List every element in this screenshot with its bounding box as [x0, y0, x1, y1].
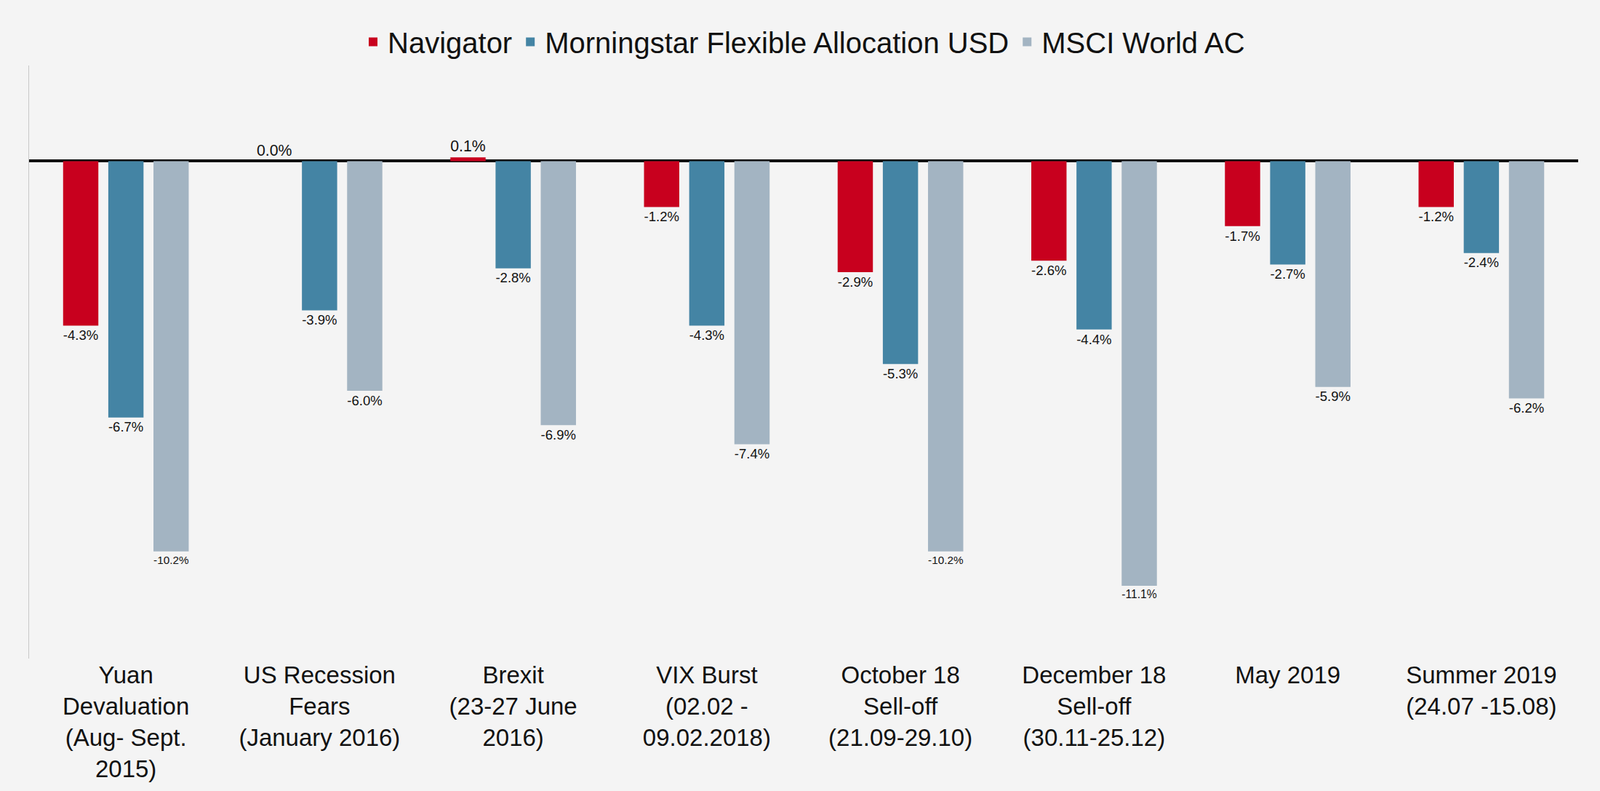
svg-text:Navigator: Navigator — [387, 26, 512, 59]
svg-text:December 18Sell-off(30.11-25.1: December 18Sell-off(30.11-25.12) — [1021, 661, 1166, 751]
svg-text:-5.9%: -5.9% — [1315, 388, 1351, 404]
svg-text:-1.2%: -1.2% — [644, 208, 680, 224]
svg-text:-6.9%: -6.9% — [541, 426, 576, 443]
svg-text:-6.0%: -6.0% — [346, 392, 382, 408]
svg-text:Morningstar Flexible Allocatio: Morningstar Flexible Allocation USD — [544, 26, 1009, 59]
svg-text:US RecessionFears(January 2016: US RecessionFears(January 2016) — [238, 661, 400, 751]
svg-text:-2.9%: -2.9% — [837, 274, 873, 290]
svg-text:-6.7%: -6.7% — [108, 418, 144, 435]
svg-text:May 2019: May 2019 — [1234, 661, 1341, 688]
svg-text:-4.3%: -4.3% — [63, 327, 99, 343]
svg-text:VIX Burst(02.02 -09.02.2018): VIX Burst(02.02 -09.02.2018) — [642, 661, 771, 751]
svg-text:-2.4%: -2.4% — [1464, 254, 1499, 270]
svg-text:-5.3%: -5.3% — [882, 365, 918, 382]
svg-text:-7.4%: -7.4% — [734, 445, 770, 462]
svg-text:-4.3%: -4.3% — [689, 327, 725, 343]
svg-text:October 18Sell-off(21.09-29.10: October 18Sell-off(21.09-29.10) — [828, 661, 973, 751]
svg-text:-4.4%: -4.4% — [1076, 331, 1112, 347]
svg-text:-10.2%: -10.2% — [153, 553, 190, 566]
svg-text:Brexit(23-27 June2016): Brexit(23-27 June2016) — [449, 661, 578, 751]
svg-text:YuanDevaluation(Aug- Sept.2015: YuanDevaluation(Aug- Sept.2015) — [62, 661, 190, 782]
svg-text:-11.1%: -11.1% — [1121, 587, 1158, 600]
svg-text:-2.6%: -2.6% — [1031, 262, 1067, 278]
svg-text:0.0%: 0.0% — [256, 141, 293, 160]
svg-text:-3.9%: -3.9% — [301, 312, 337, 328]
svg-text:-6.2%: -6.2% — [1509, 400, 1544, 416]
svg-text:0.1%: 0.1% — [450, 137, 486, 155]
svg-text:-10.2%: -10.2% — [928, 553, 964, 566]
svg-text:MSCI World AC: MSCI World AC — [1041, 26, 1245, 59]
svg-text:Summer 2019(24.07 -15.08): Summer 2019(24.07 -15.08) — [1405, 661, 1557, 720]
svg-text:-1.7%: -1.7% — [1224, 228, 1260, 244]
svg-text:-2.7%: -2.7% — [1269, 266, 1305, 282]
svg-text:-2.8%: -2.8% — [495, 269, 531, 286]
svg-text:-1.2%: -1.2% — [1418, 208, 1454, 224]
